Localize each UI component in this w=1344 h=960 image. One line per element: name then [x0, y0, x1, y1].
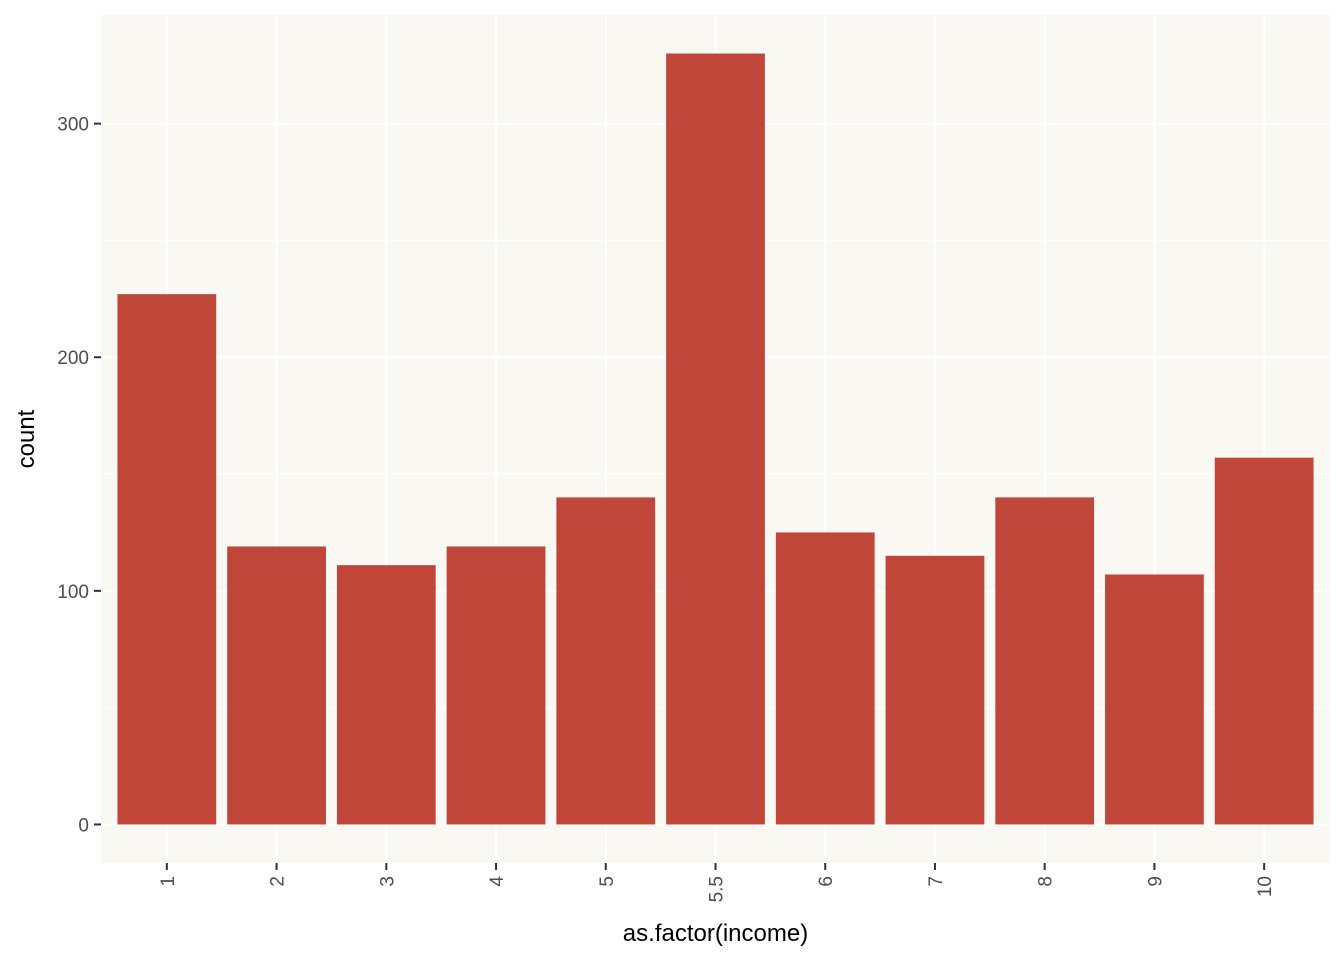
- y-tick-label: 0: [78, 815, 89, 836]
- bar-9: [1105, 574, 1204, 825]
- x-axis: 1 2 3 4 5 5.5 6 7 8 9 10: [158, 863, 1276, 902]
- y-tick-label: 300: [57, 115, 89, 136]
- bar-4: [446, 546, 546, 825]
- y-tick-label: 100: [57, 582, 89, 603]
- x-tick-label: 7: [926, 876, 947, 887]
- bar-6: [775, 532, 875, 825]
- x-tick-label: 10: [1255, 876, 1276, 897]
- x-tick-label: 4: [487, 876, 508, 887]
- y-axis: 0 100 200 300: [57, 115, 101, 836]
- bars: [117, 53, 1314, 825]
- x-tick-label: 2: [268, 876, 289, 887]
- bar-5.5: [666, 53, 765, 825]
- x-tick-label: 6: [816, 876, 837, 887]
- x-tick-label: 5: [597, 876, 618, 887]
- bar-3: [336, 565, 436, 825]
- x-tick-label: 1: [158, 876, 179, 887]
- bar-5: [556, 497, 656, 825]
- y-tick-label: 200: [57, 348, 89, 369]
- bar-7: [885, 555, 985, 825]
- y-axis-title: count: [13, 409, 40, 468]
- x-tick-label: 8: [1036, 876, 1057, 887]
- x-axis-title: as.factor(income): [623, 920, 808, 947]
- x-tick-label: 3: [377, 876, 398, 887]
- bar-2: [227, 546, 326, 825]
- bar-10: [1214, 457, 1314, 825]
- x-tick-label: 9: [1145, 876, 1166, 887]
- bar-1: [117, 294, 217, 825]
- x-tick-label: 5.5: [707, 876, 728, 902]
- bar-8: [995, 497, 1095, 825]
